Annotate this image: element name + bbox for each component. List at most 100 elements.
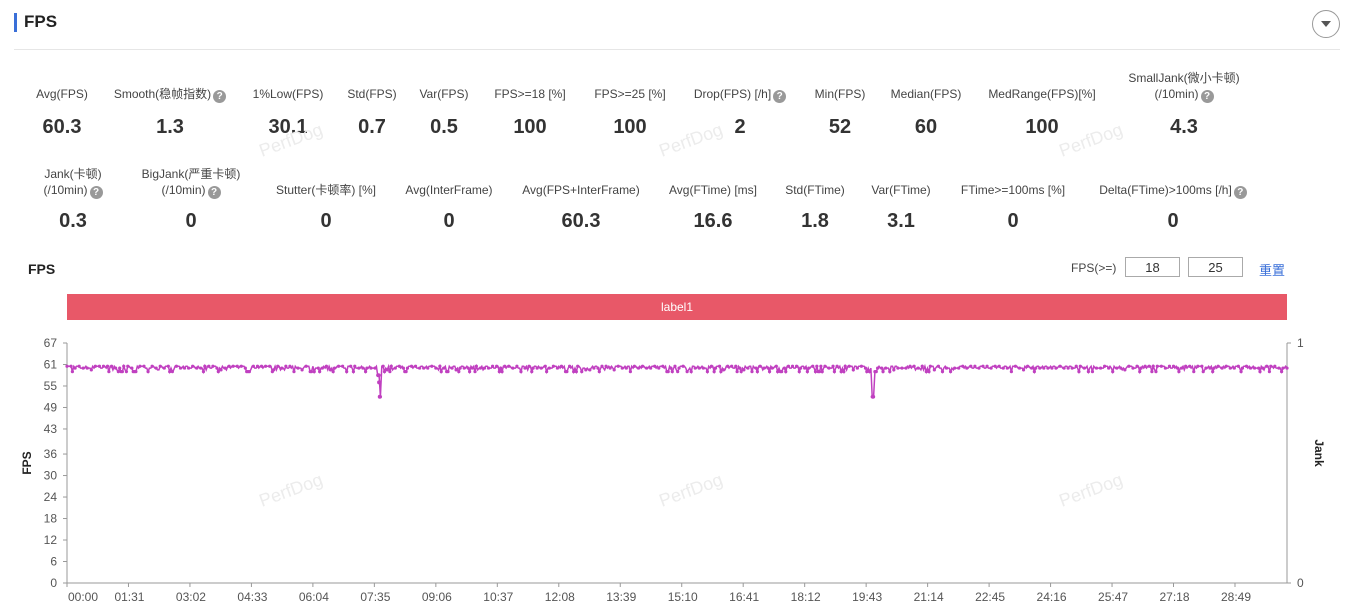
- fps-data-point: [1078, 364, 1082, 368]
- fps-data-point: [1192, 370, 1196, 374]
- fps-data-point: [235, 364, 239, 368]
- title-accent-bar: [14, 13, 17, 32]
- fps-data-point: [1258, 370, 1262, 374]
- fps-data-point: [531, 366, 535, 370]
- help-icon[interactable]: ?: [89, 186, 103, 199]
- fps-data-point: [739, 370, 743, 374]
- fps-data-point: [681, 364, 685, 368]
- fps-data-point: [1139, 366, 1143, 370]
- fps-data-point: [973, 364, 977, 368]
- fps-data-point: [1228, 366, 1232, 370]
- metric-metrics_row2-8: FTime>=100ms [%] 0: [923, 182, 1103, 252]
- metric-metrics_row1-10: MedRange(FPS)[%] 100: [952, 86, 1132, 156]
- metric-value: 0: [443, 210, 455, 232]
- fps-data-point: [388, 370, 392, 374]
- fps-data-point: [997, 364, 1001, 368]
- fps-data-point: [1077, 370, 1081, 374]
- fps-data-point: [545, 370, 549, 374]
- x-tick-label: 25:47: [1098, 590, 1128, 604]
- fps-data-point: [1248, 366, 1253, 370]
- fps-data-point: [1046, 366, 1050, 370]
- fps-data-point: [462, 366, 466, 370]
- fps-data-point: [908, 364, 912, 368]
- fps-data-point: [616, 364, 620, 368]
- fps-data-point: [551, 364, 555, 368]
- metric-metrics_row1-2: 1%Low(FPS) 30.1: [198, 86, 378, 156]
- fps-data-point: [353, 364, 357, 368]
- fps-data-point: [1127, 364, 1131, 368]
- fps-data-point: [865, 370, 869, 374]
- fps-data-point: [264, 364, 268, 368]
- fps-data-point: [120, 370, 124, 374]
- metric-metrics_row1-1: Smooth(稳帧指数)? 1.3: [80, 86, 260, 156]
- fps-data-point: [473, 370, 477, 374]
- metric-value: 0: [185, 210, 197, 232]
- reset-button[interactable]: 重置: [1259, 263, 1286, 278]
- fps-data-point: [805, 370, 809, 374]
- fps-data-point: [1163, 366, 1168, 370]
- fps-data-point: [361, 366, 365, 370]
- fps-data-point: [341, 364, 345, 368]
- fps-threshold-label: FPS(>=): [1071, 261, 1117, 275]
- fps-data-point: [572, 370, 576, 374]
- help-icon[interactable]: ?: [773, 90, 787, 103]
- fps-data-point: [331, 370, 335, 374]
- fps-data-point: [500, 370, 504, 374]
- fps-data-point: [880, 366, 884, 370]
- fps-data-point: [750, 370, 754, 374]
- fps-data-point: [507, 364, 511, 368]
- metric-label: Avg(FPS): [36, 87, 88, 101]
- fps-data-point: [940, 370, 945, 374]
- metric-metrics_row2-9: Delta(FTime)>100ms [/h]? 0: [1083, 182, 1263, 252]
- x-tick-label: 12:08: [545, 590, 575, 604]
- x-tick-label: 28:49: [1221, 590, 1251, 604]
- fps-threshold-input-2[interactable]: [1188, 257, 1243, 277]
- fps-data-point: [466, 366, 470, 370]
- fps-data-point: [369, 366, 373, 370]
- fps-data-point: [584, 368, 588, 372]
- fps-data-point: [77, 364, 81, 368]
- metric-label: FPS>=25 [%]: [594, 87, 666, 101]
- fps-data-point: [211, 364, 215, 368]
- fps-data-point: [867, 370, 872, 374]
- x-tick-label: 09:06: [422, 590, 452, 604]
- fps-data-point: [776, 370, 780, 374]
- metric-label: SmallJank(微小卡顿): [1128, 71, 1240, 85]
- fps-data-point: [142, 364, 146, 368]
- fps-data-point: [186, 366, 191, 370]
- metric-value: 100: [1025, 116, 1059, 138]
- fps-data-point: [1013, 364, 1018, 368]
- fps-data-point: [1115, 366, 1119, 370]
- fps-data-point: [774, 364, 778, 368]
- fps-data-point: [722, 368, 726, 372]
- fps-data-point: [219, 368, 223, 372]
- collapse-toggle-button[interactable]: [1312, 10, 1340, 38]
- metric-value: 3.1: [887, 210, 915, 232]
- fps-data-point: [953, 366, 957, 370]
- fps-data-point: [712, 370, 716, 374]
- help-icon[interactable]: ?: [1233, 186, 1247, 199]
- help-icon[interactable]: ?: [1200, 90, 1214, 103]
- section-title: FPS: [24, 12, 58, 31]
- metric-metrics_row1-6: FPS>=25 [%] 100: [540, 86, 720, 156]
- metric-label: Var(FPS): [419, 87, 469, 101]
- fps-data-point: [227, 364, 231, 368]
- metric-label: Drop(FPS) [/h]?: [650, 86, 830, 103]
- fps-data-point: [328, 368, 333, 372]
- fps-data-point: [154, 366, 158, 370]
- fps-data-point: [418, 366, 422, 370]
- metric-label: FPS>=18 [%]: [494, 87, 566, 101]
- fps-threshold-input-1[interactable]: [1125, 257, 1180, 277]
- fps-data-point: [73, 366, 77, 370]
- help-icon[interactable]: ?: [213, 90, 227, 103]
- fps-data-point: [259, 364, 264, 368]
- label-bar[interactable]: label1: [67, 294, 1287, 320]
- metric-metrics_row2-0: Jank(卡顿) (/10min)? 0.3: [0, 166, 163, 236]
- fps-data-point: [719, 370, 723, 374]
- fps-data-point: [965, 366, 969, 370]
- fps-chart[interactable]: 0 6 12 18 24 30 36 43 49 55 61 67 0 1 00:00 01:31 03:02 0…: [0, 330, 1347, 609]
- metric-metrics_row2-6: Std(FTime) 1.8: [725, 182, 905, 252]
- help-icon[interactable]: ?: [207, 186, 221, 199]
- fps-data-point: [1211, 370, 1215, 374]
- fps-data-point: [1147, 364, 1151, 368]
